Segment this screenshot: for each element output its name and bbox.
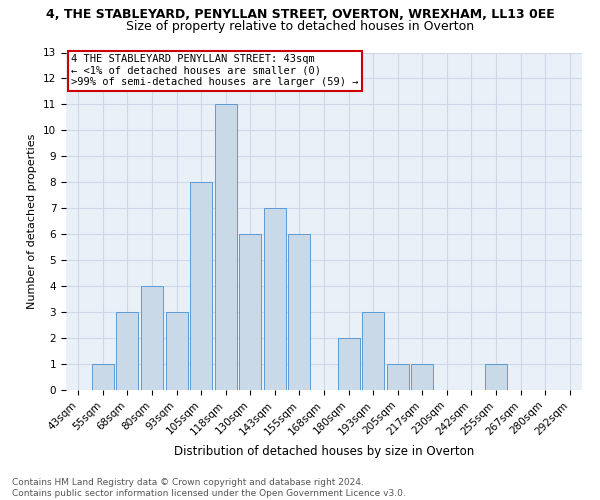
Text: Contains HM Land Registry data © Crown copyright and database right 2024.
Contai: Contains HM Land Registry data © Crown c… bbox=[12, 478, 406, 498]
Bar bbox=[485, 364, 507, 390]
Bar bbox=[362, 312, 384, 390]
Bar bbox=[190, 182, 212, 390]
Bar bbox=[289, 234, 310, 390]
Bar bbox=[166, 312, 188, 390]
Text: 4, THE STABLEYARD, PENYLLAN STREET, OVERTON, WREXHAM, LL13 0EE: 4, THE STABLEYARD, PENYLLAN STREET, OVER… bbox=[46, 8, 554, 20]
Text: 4 THE STABLEYARD PENYLLAN STREET: 43sqm
← <1% of detached houses are smaller (0): 4 THE STABLEYARD PENYLLAN STREET: 43sqm … bbox=[71, 54, 359, 88]
Bar bbox=[264, 208, 286, 390]
Bar bbox=[386, 364, 409, 390]
Bar bbox=[338, 338, 359, 390]
Bar bbox=[411, 364, 433, 390]
Bar bbox=[92, 364, 114, 390]
Bar bbox=[215, 104, 237, 390]
X-axis label: Distribution of detached houses by size in Overton: Distribution of detached houses by size … bbox=[174, 445, 474, 458]
Text: Size of property relative to detached houses in Overton: Size of property relative to detached ho… bbox=[126, 20, 474, 33]
Y-axis label: Number of detached properties: Number of detached properties bbox=[28, 134, 37, 309]
Bar bbox=[116, 312, 139, 390]
Bar bbox=[141, 286, 163, 390]
Bar bbox=[239, 234, 262, 390]
